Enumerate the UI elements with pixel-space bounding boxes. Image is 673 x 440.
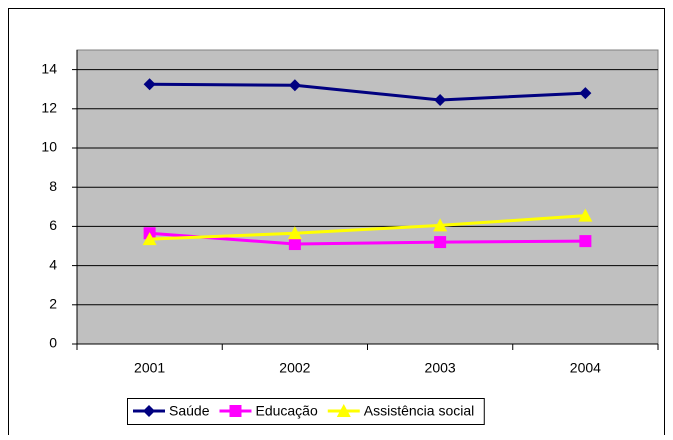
- y-tick-label: 2: [49, 296, 57, 312]
- x-tick-label: 2002: [279, 360, 310, 376]
- marker: [143, 78, 156, 91]
- y-tick-label: 8: [49, 178, 57, 194]
- series-line: [149, 231, 586, 246]
- plot-area: [76, 49, 659, 345]
- y-tick-label: 14: [41, 60, 57, 76]
- marker: [434, 93, 447, 106]
- marker: [287, 226, 302, 240]
- marker: [288, 238, 301, 251]
- x-tick-label: 2003: [425, 360, 456, 376]
- legend-label: Saúde: [169, 403, 210, 419]
- y-tick-label: 0: [49, 335, 57, 351]
- marker: [579, 235, 592, 248]
- marker: [142, 232, 157, 246]
- y-tick-label: 10: [41, 139, 57, 155]
- marker: [434, 236, 447, 249]
- series-line: [149, 214, 586, 241]
- marker: [433, 218, 448, 232]
- series-line: [149, 82, 586, 102]
- legend-box: [127, 398, 485, 425]
- marker: [579, 87, 592, 100]
- legend-marker: [336, 404, 351, 417]
- marker: [578, 208, 593, 222]
- legend: Saúde Educação Assistência social: [127, 398, 485, 425]
- y-tick-label: 6: [49, 217, 57, 233]
- x-tick-label: 2004: [570, 360, 601, 376]
- marker: [288, 79, 301, 92]
- legend-marker: [143, 405, 155, 417]
- legend-marker: [229, 405, 242, 417]
- y-tick-label: 12: [41, 100, 57, 116]
- legend-label: Assistência social: [364, 403, 475, 419]
- y-tick-label: 4: [49, 256, 57, 272]
- x-tick-label: 2001: [134, 360, 165, 376]
- legend-label: Educação: [255, 403, 317, 419]
